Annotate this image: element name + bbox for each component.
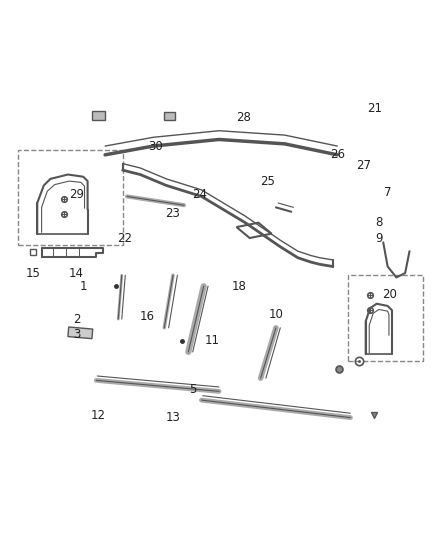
Text: 18: 18 xyxy=(231,280,246,293)
Text: 8: 8 xyxy=(375,216,382,229)
Text: 2: 2 xyxy=(73,312,81,326)
Text: 15: 15 xyxy=(25,266,40,280)
Text: 20: 20 xyxy=(382,288,397,302)
Text: 5: 5 xyxy=(189,383,196,395)
Text: 10: 10 xyxy=(268,308,283,321)
Text: 28: 28 xyxy=(236,111,251,124)
Text: 27: 27 xyxy=(356,159,371,172)
Text: 1: 1 xyxy=(79,280,87,293)
Text: 13: 13 xyxy=(166,411,180,424)
Text: 11: 11 xyxy=(205,335,220,348)
Bar xyxy=(18,150,123,245)
Bar xyxy=(92,111,105,120)
Text: 9: 9 xyxy=(375,231,383,245)
Text: 30: 30 xyxy=(148,140,163,152)
Text: 3: 3 xyxy=(73,328,80,341)
Text: 16: 16 xyxy=(139,310,154,324)
Text: 25: 25 xyxy=(260,175,275,188)
Text: 21: 21 xyxy=(367,102,382,115)
Text: 22: 22 xyxy=(117,231,132,245)
Text: 29: 29 xyxy=(69,188,84,201)
Text: 7: 7 xyxy=(384,185,392,198)
Text: 23: 23 xyxy=(166,207,180,221)
Text: 12: 12 xyxy=(91,409,106,422)
Text: 26: 26 xyxy=(330,148,345,161)
Bar xyxy=(68,327,93,338)
Text: 14: 14 xyxy=(69,266,84,280)
Text: 24: 24 xyxy=(192,188,207,201)
Bar xyxy=(348,275,423,361)
Bar xyxy=(164,112,175,120)
